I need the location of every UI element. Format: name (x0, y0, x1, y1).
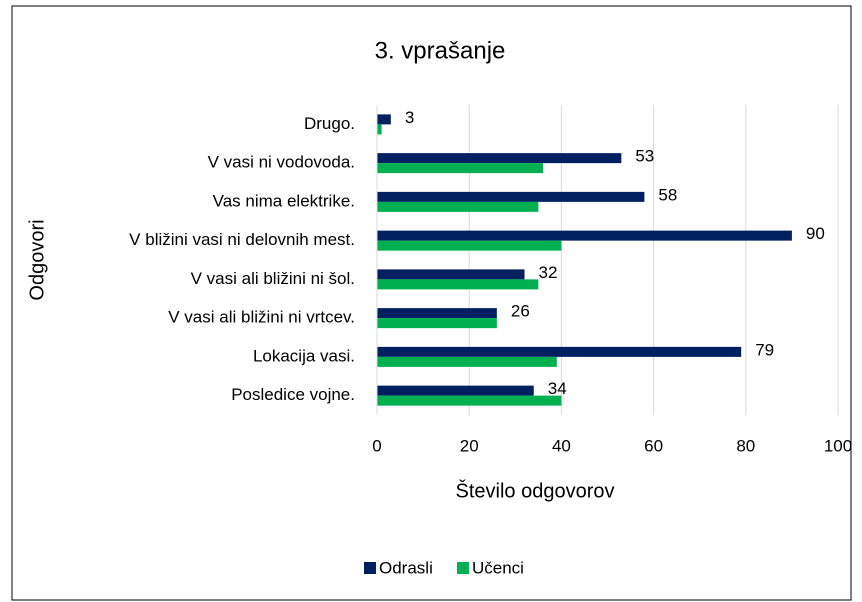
x-axis-label: Število odgovorov (456, 479, 615, 502)
data-label: 3 (405, 108, 414, 127)
bar (377, 163, 543, 174)
bar (377, 201, 539, 212)
x-tick-label: 40 (552, 436, 571, 455)
bar (377, 240, 562, 251)
y-axis-label: Odgovori (26, 219, 48, 300)
y-tick-label: V bližini vasi ni delovnih mest. (129, 230, 355, 249)
data-label: 53 (635, 147, 654, 166)
data-label: 34 (548, 379, 567, 398)
bar (377, 124, 382, 135)
data-label: 32 (539, 263, 558, 282)
bar (377, 269, 525, 280)
y-tick-label: V vasi ali bližini ni šol. (191, 269, 355, 288)
x-tick-label: 60 (644, 436, 663, 455)
data-label: 90 (806, 224, 825, 243)
bar (377, 395, 562, 406)
bar (377, 230, 792, 241)
bar (377, 191, 645, 202)
bar (377, 318, 497, 329)
y-tick-label: V vasi ni vodovoda. (208, 153, 355, 172)
data-label: 26 (511, 302, 530, 321)
bar (377, 346, 742, 357)
y-tick-label: Lokacija vasi. (253, 346, 355, 365)
y-tick-label: Vas nima elektrike. (213, 191, 355, 210)
y-tick-label: Posledice vojne. (231, 385, 355, 404)
x-tick-label: 0 (372, 436, 381, 455)
x-tick-label: 20 (460, 436, 479, 455)
x-tick-label: 80 (736, 436, 755, 455)
chart-title: 3. vprašanje (375, 37, 506, 64)
chart-border (11, 5, 852, 601)
bar (377, 356, 557, 367)
bar (377, 385, 534, 396)
x-tick-label: 100 (824, 436, 852, 455)
y-tick-label: Drugo. (304, 114, 355, 133)
data-label: 58 (658, 185, 677, 204)
bar (377, 279, 539, 290)
bar (377, 153, 622, 164)
legend-swatch (364, 562, 376, 574)
legend-label: Učenci (472, 558, 524, 577)
legend-swatch (457, 562, 469, 574)
bar (377, 114, 391, 125)
data-label: 79 (755, 340, 774, 359)
y-tick-label: V vasi ali bližini ni vrtcev. (168, 308, 355, 327)
bar (377, 308, 497, 319)
legend-label: Odrasli (379, 558, 433, 577)
